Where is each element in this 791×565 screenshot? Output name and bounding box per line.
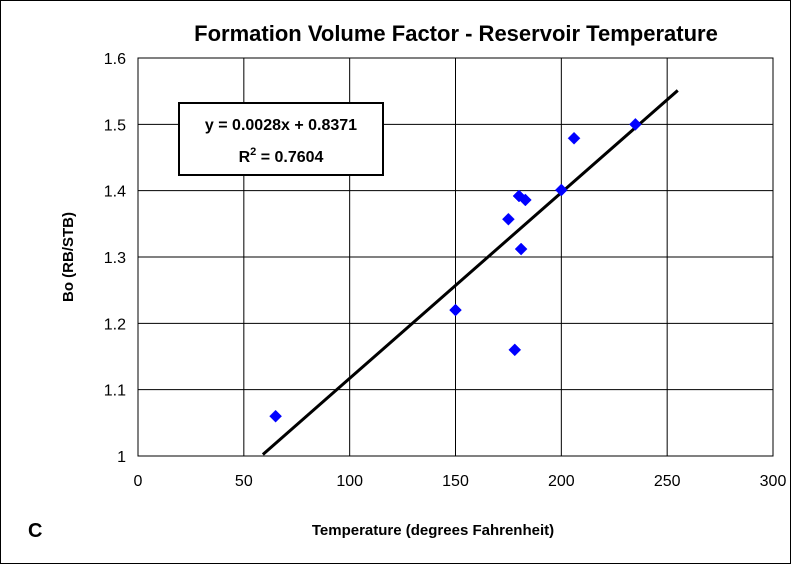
x-tick-label: 150 [442,473,469,490]
equation-box: y = 0.0028x + 0.8371 R2 = 0.7604 [178,102,384,176]
data-points [269,117,642,423]
data-point [518,193,532,207]
y-tick-label: 1.6 [104,51,126,68]
y-tick-label: 1.5 [104,117,126,134]
r-squared-prefix: R [239,149,251,166]
r-squared-superscript: 2 [250,146,256,158]
y-tick-label: 1.2 [104,316,126,333]
data-point [514,242,528,256]
tick-labels: 0 50 100 150 200 250 300 1 1.1 1.2 1.3 1.4 1.5 1.6 [104,51,787,490]
r-squared-label: R2 = 0.7604 [239,146,324,166]
x-tick-label: 0 [134,473,143,490]
trendline [261,89,679,456]
y-tick-label: 1.4 [104,184,126,201]
y-tick-label: 1 [117,449,126,466]
x-axis-label: Temperature (degrees Fahrenheit) [312,522,554,539]
y-axis-label: Bo (RB/STB) [60,212,77,302]
plot-border [137,57,774,457]
y-tick-label: 1.3 [104,250,126,267]
trendline-layer [261,89,679,456]
x-tick-label: 250 [654,473,681,490]
data-point [567,131,581,145]
y-tick-label: 1.1 [104,383,126,400]
data-point [449,303,462,317]
data-point [269,409,282,423]
r-squared-value: = 0.7604 [256,149,323,166]
chart-title: Formation Volume Factor - Reservoir Temp… [194,21,718,46]
data-point [508,343,522,357]
data-point [554,183,568,197]
x-tick-label: 100 [336,473,363,490]
data-point [629,117,642,131]
data-point [502,212,515,226]
equation-box-border [178,102,384,176]
x-tick-label: 50 [235,473,253,490]
x-tick-label: 200 [548,473,575,490]
x-tick-label: 300 [760,473,787,490]
trendline-equation: y = 0.0028x + 0.8371 [205,117,357,134]
panel-label: C [28,520,42,542]
